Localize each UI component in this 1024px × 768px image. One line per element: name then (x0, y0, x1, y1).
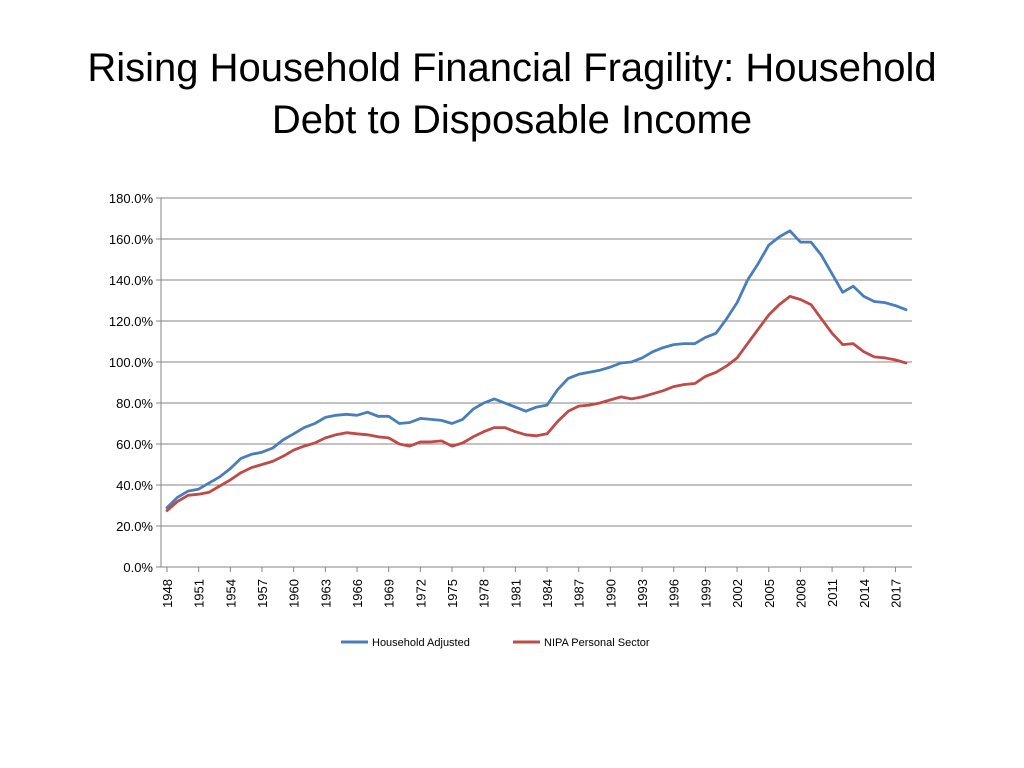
series-lines (165, 229, 908, 513)
x-tick-label: 1972 (413, 579, 428, 608)
x-tick-label: 2011 (825, 579, 840, 607)
x-tick-label: 1996 (667, 579, 682, 608)
x-tick-label: 1948 (160, 579, 175, 608)
y-tick-label: 160.0% (109, 232, 154, 247)
x-tick-label: 1990 (603, 579, 618, 608)
y-tick-label: 100.0% (109, 355, 154, 370)
y-tick-label: 20.0% (116, 519, 153, 534)
x-tick-label: 1987 (572, 579, 587, 608)
x-tick-label: 1969 (382, 579, 397, 608)
slide-title: Rising Household Financial Fragility: Ho… (40, 42, 984, 146)
y-tick-label: 180.0% (109, 191, 154, 206)
grid-lines (161, 197, 912, 527)
x-tick-label: 2005 (762, 579, 777, 608)
legend: Household Adjusted NIPA Personal Sector (341, 637, 650, 649)
y-tick-label: 120.0% (109, 314, 154, 329)
x-tick-label: 1960 (287, 579, 302, 608)
x-tick-label: 2014 (857, 579, 872, 608)
x-tick-label: 1978 (477, 579, 492, 608)
slide-title-line-2: Debt to Disposable Income (271, 98, 753, 142)
x-tick-label: 1999 (698, 579, 713, 608)
x-tick-label: 1963 (318, 579, 333, 608)
legend-label-2: NIPA Personal Sector (544, 637, 650, 649)
series-line-1 (165, 229, 908, 510)
x-tick-label: 1984 (540, 579, 555, 608)
x-tick-label: 1981 (508, 579, 523, 608)
x-tick-label: 2002 (730, 579, 745, 608)
y-tick-label: 40.0% (116, 478, 153, 493)
x-tick-label: 1966 (350, 579, 365, 608)
x-tick-label: 2008 (793, 579, 808, 608)
slide-title-line-1: Rising Household Financial Fragility: Ho… (87, 46, 937, 90)
legend-label-1: Household Adjusted (372, 637, 470, 649)
y-tick-label: 80.0% (116, 396, 153, 411)
x-tick-label: 1954 (223, 579, 238, 608)
x-tick-label: 1993 (635, 579, 650, 608)
series-line-2 (165, 294, 908, 513)
x-tick-label: 1957 (255, 579, 270, 608)
x-tick-label: 2017 (888, 579, 903, 608)
y-tick-label: 0.0% (123, 560, 153, 575)
y-tick-label: 140.0% (109, 273, 154, 288)
x-tick-label: 1975 (445, 579, 460, 608)
axes: 0.0% 20.0% 40.0% 60.0% 80.0% 100.0% 120.0% 140.… (109, 191, 912, 608)
y-tick-label: 60.0% (116, 437, 153, 452)
x-tick-label: 1951 (192, 579, 207, 608)
